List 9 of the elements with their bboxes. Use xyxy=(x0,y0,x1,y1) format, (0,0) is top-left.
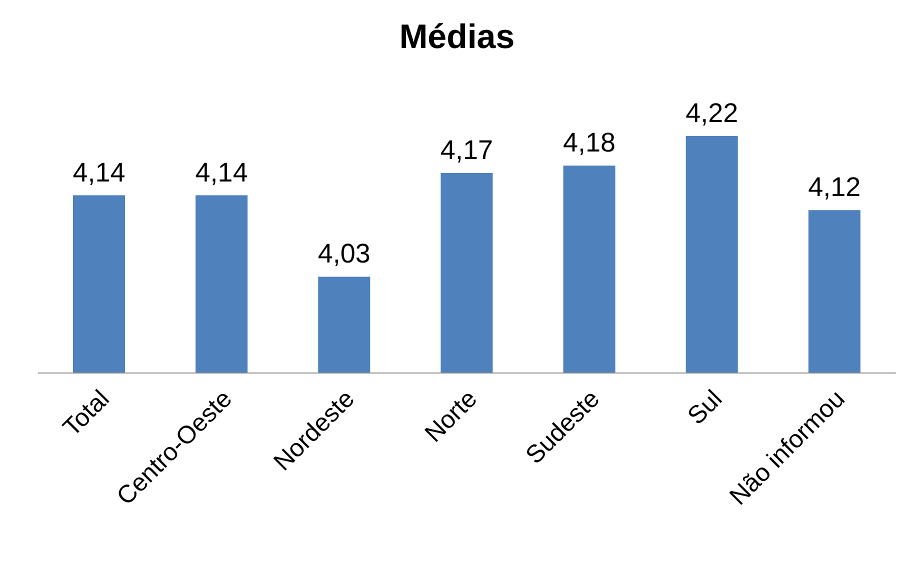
data-label: 4,22 xyxy=(686,98,738,128)
data-label: 4,17 xyxy=(440,135,493,166)
chart-title: Médias xyxy=(398,17,516,58)
x-tick-label: Sul xyxy=(682,384,728,430)
data-label: 4,03 xyxy=(318,238,370,269)
data-label: 4,14 xyxy=(72,157,126,188)
data-label: 4,18 xyxy=(563,128,616,158)
data-label: 4,12 xyxy=(808,172,861,202)
data-label: 4,14 xyxy=(195,157,248,188)
